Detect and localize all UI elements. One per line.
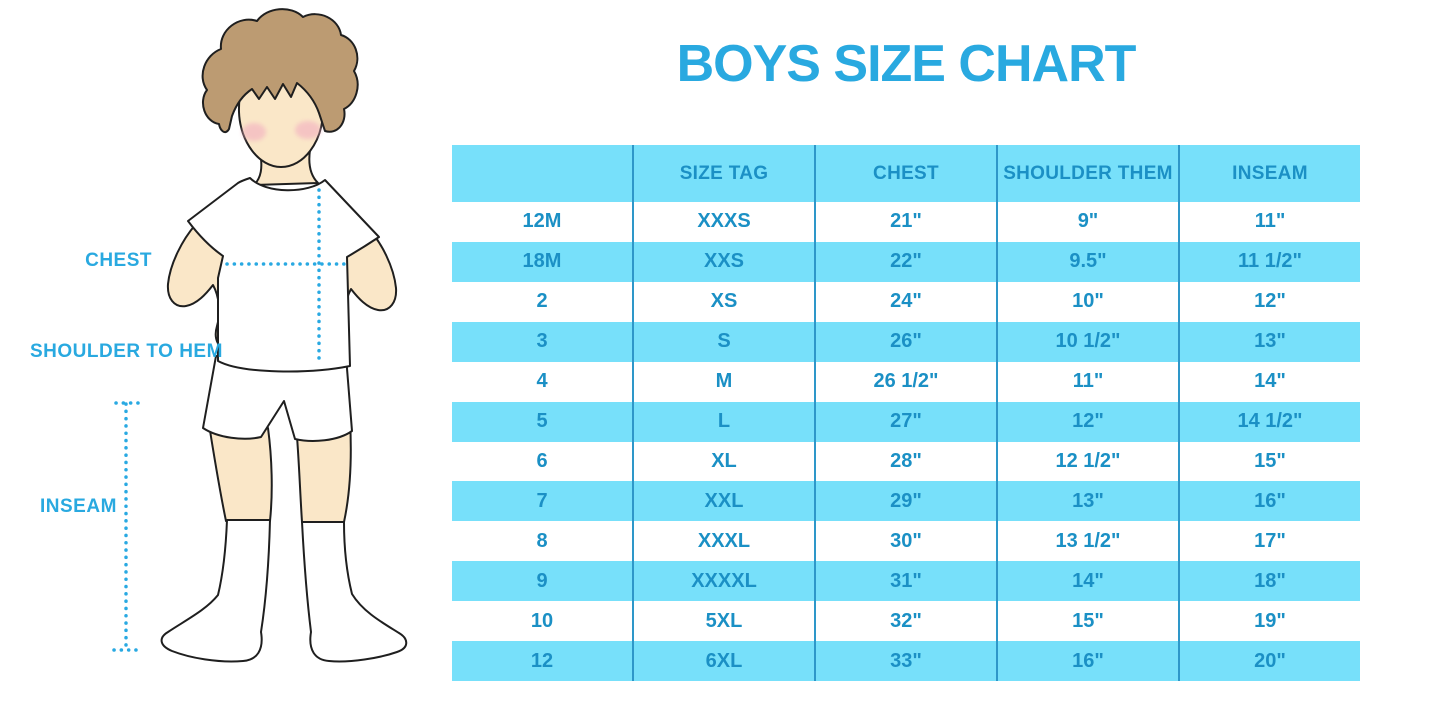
table-row: 6 XL 28" 12 1/2" 15": [452, 441, 1360, 482]
table-cell: 4: [452, 361, 634, 402]
table-cell: S: [634, 321, 816, 362]
table-cell: 11": [1254, 210, 1286, 233]
table-cell: 13": [998, 481, 1180, 522]
right-sock: [301, 521, 408, 663]
table-cell: 12: [452, 641, 634, 682]
page-title: BOYS SIZE CHART: [676, 35, 1137, 93]
table-row: 18M XXS 22" 9.5" 11 1/2": [452, 241, 1360, 282]
table-cell: XXL: [634, 481, 816, 522]
table-cell: XXXL: [634, 521, 816, 562]
table-cell: 31": [816, 561, 998, 602]
left-sock: [160, 519, 271, 663]
table-cell: 21": [816, 202, 998, 242]
table-cell: 5: [452, 401, 634, 442]
header-row: SIZE TAG CHEST SHOULDER THEM INSEAM: [452, 145, 1360, 202]
table-cell: 11 1/2": [1238, 250, 1302, 273]
table-cell: 28": [816, 441, 998, 482]
table-cell: 26 1/2": [816, 361, 998, 402]
inseam-label: INSEAM: [40, 496, 117, 517]
table-cell: 14": [1254, 370, 1286, 393]
table-cell: 9.5": [998, 241, 1180, 282]
table-cell: 5XL: [634, 601, 816, 642]
table-cell: 17": [1254, 529, 1286, 552]
table-cell: M: [634, 361, 816, 402]
header-cell: SIZE TAG: [634, 145, 816, 202]
table-row: 10 5XL 32" 15" 19": [452, 601, 1360, 642]
table-row: 5 L 27" 12" 14 1/2": [452, 401, 1360, 442]
table-cell: 14 1/2": [1237, 410, 1303, 433]
table-cell: 13 1/2": [998, 521, 1180, 562]
table-cell: XXXS: [634, 202, 816, 242]
table-cell: 12": [998, 401, 1180, 442]
table-cell: 18M: [452, 241, 634, 282]
table-cell: XXS: [634, 241, 816, 282]
table-cell: 29": [816, 481, 998, 522]
table-cell: 18": [1254, 569, 1286, 592]
table-cell: 9: [452, 561, 634, 602]
table-cell: XL: [634, 441, 816, 482]
table-cell: XS: [634, 281, 816, 322]
table-cell: 26": [816, 321, 998, 362]
hair: [201, 8, 359, 134]
table-cell: 11": [998, 361, 1180, 402]
header-cell: CHEST: [816, 145, 998, 202]
header-cell: [452, 145, 634, 202]
shoulder-to-hem-label: SHOULDER TO HEM: [30, 341, 223, 362]
header-cell: INSEAM: [1232, 162, 1308, 184]
table-row: 8 XXXL 30" 13 1/2" 17": [452, 521, 1360, 562]
table-cell: 22": [816, 241, 998, 282]
table-cell: 24": [816, 281, 998, 322]
table-row: 12M XXXS 21" 9" 11": [452, 202, 1360, 242]
table-cell: 14": [998, 561, 1180, 602]
table-cell: 10 1/2": [998, 321, 1180, 362]
table-cell: 12 1/2": [998, 441, 1180, 482]
table-cell: L: [634, 401, 816, 442]
table-row: 3 S 26" 10 1/2" 13": [452, 321, 1360, 362]
table-cell: 6XL: [634, 641, 816, 682]
table-cell: 16": [998, 641, 1180, 682]
table-cell: 15": [1254, 449, 1286, 472]
table-cell: 7: [452, 481, 634, 522]
table-row: 4 M 26 1/2" 11" 14": [452, 361, 1360, 402]
table-cell: 19": [1254, 609, 1286, 632]
header-cell: SHOULDER THEM: [998, 145, 1180, 202]
table-cell: 15": [998, 601, 1180, 642]
t-shirt: [187, 177, 380, 373]
table-row: 9 XXXXL 31" 14" 18": [452, 561, 1360, 602]
table-cell: 20": [1254, 649, 1286, 672]
table-cell: 12": [1254, 290, 1286, 313]
table-cell: 2: [452, 281, 634, 322]
size-table: SIZE TAG CHEST SHOULDER THEM INSEAM 12M XXXS 2…: [452, 145, 1360, 682]
table-row: 2 XS 24" 10" 12": [452, 281, 1360, 322]
table-cell: 13": [1254, 330, 1286, 353]
table-cell: 10: [452, 601, 634, 642]
table-cell: 30": [816, 521, 998, 562]
table-cell: 32": [816, 601, 998, 642]
table-cell: 3: [452, 321, 634, 362]
table-cell: 16": [1254, 489, 1286, 512]
chest-label: CHEST: [85, 250, 152, 271]
table-cell: 12M: [452, 202, 634, 242]
table-cell: 33": [816, 641, 998, 682]
table-cell: XXXXL: [634, 561, 816, 602]
left-blush: [242, 123, 266, 141]
table-cell: 27": [816, 401, 998, 442]
table-cell: 6: [452, 441, 634, 482]
boy-figure-illustration: [112, 8, 408, 663]
table-cell: 8: [452, 521, 634, 562]
table-row: 12 6XL 33" 16" 20": [452, 641, 1360, 682]
table-cell: 10": [998, 281, 1180, 322]
table-cell: 9": [998, 202, 1180, 242]
table-row: 7 XXL 29" 13" 16": [452, 481, 1360, 522]
right-blush: [295, 121, 321, 139]
